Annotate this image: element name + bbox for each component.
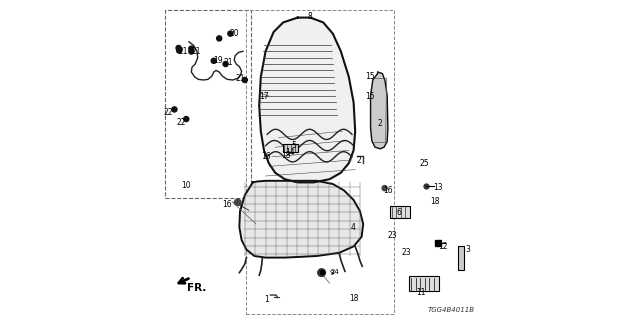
- Text: 18: 18: [430, 197, 439, 206]
- Text: 10: 10: [180, 181, 191, 190]
- Text: 4: 4: [351, 223, 355, 232]
- Circle shape: [172, 107, 177, 112]
- Circle shape: [382, 186, 387, 191]
- Text: 16: 16: [383, 186, 393, 195]
- Text: 2: 2: [357, 156, 362, 164]
- Text: 22: 22: [177, 118, 186, 127]
- Text: 1: 1: [264, 295, 269, 304]
- Text: 16: 16: [260, 152, 270, 161]
- Text: 24: 24: [330, 269, 339, 275]
- Circle shape: [318, 269, 326, 276]
- Text: 9: 9: [330, 270, 334, 276]
- Text: 21: 21: [236, 74, 244, 83]
- Circle shape: [189, 46, 194, 51]
- Circle shape: [243, 77, 248, 83]
- Text: TGG4B4011B: TGG4B4011B: [428, 307, 475, 313]
- Circle shape: [189, 49, 194, 54]
- Circle shape: [177, 48, 182, 53]
- Text: 2: 2: [378, 119, 382, 128]
- Text: 6: 6: [396, 208, 401, 217]
- Text: 23: 23: [402, 248, 412, 257]
- Polygon shape: [371, 72, 388, 149]
- Text: 11: 11: [416, 288, 426, 297]
- Text: 21: 21: [191, 47, 201, 56]
- Text: 5: 5: [291, 141, 296, 150]
- Text: 18: 18: [281, 151, 291, 160]
- Text: FR.: FR.: [187, 283, 207, 293]
- Polygon shape: [239, 181, 364, 258]
- Text: 3: 3: [466, 245, 470, 254]
- Text: 23: 23: [387, 231, 397, 240]
- Text: 25: 25: [419, 159, 429, 168]
- Text: 21: 21: [223, 58, 233, 67]
- Circle shape: [228, 31, 233, 36]
- Text: 22: 22: [163, 108, 173, 116]
- Text: 15: 15: [365, 92, 374, 100]
- Text: 15: 15: [365, 72, 374, 81]
- Bar: [246, 10, 394, 314]
- Text: 18: 18: [349, 294, 358, 303]
- Bar: [458, 246, 464, 270]
- Polygon shape: [259, 18, 355, 182]
- Bar: [409, 276, 440, 291]
- Text: 20: 20: [230, 29, 239, 38]
- Text: 12: 12: [438, 242, 448, 251]
- Circle shape: [184, 116, 189, 122]
- Bar: [165, 10, 251, 198]
- Circle shape: [211, 58, 216, 63]
- Circle shape: [216, 36, 222, 41]
- Text: 14: 14: [285, 148, 294, 156]
- Circle shape: [235, 199, 241, 205]
- Circle shape: [223, 61, 228, 67]
- Bar: [390, 206, 410, 218]
- Circle shape: [176, 45, 181, 51]
- Text: 21: 21: [178, 47, 188, 56]
- Text: 13: 13: [434, 183, 444, 192]
- Text: 16: 16: [222, 200, 232, 209]
- Text: 8: 8: [307, 12, 312, 20]
- Text: 19: 19: [212, 56, 223, 65]
- Text: 17: 17: [259, 92, 269, 100]
- Bar: [283, 144, 298, 152]
